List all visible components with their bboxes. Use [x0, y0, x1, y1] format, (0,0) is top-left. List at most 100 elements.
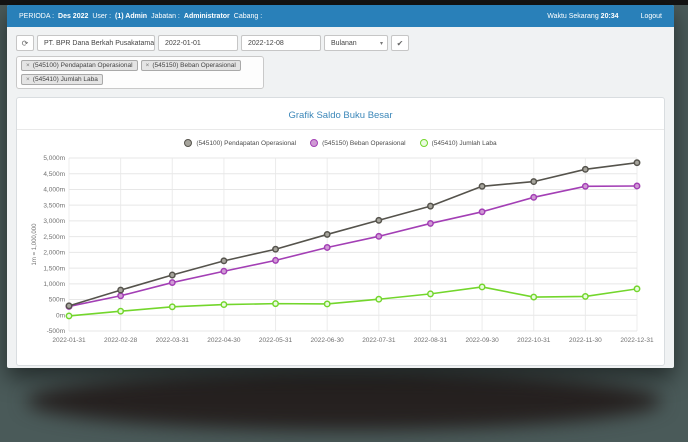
y-tick-label: -500m [47, 328, 65, 335]
data-point [323, 244, 331, 251]
remove-tag-icon[interactable]: × [145, 62, 150, 69]
data-point [220, 301, 228, 309]
data-point [323, 300, 331, 308]
chart-series [65, 159, 641, 310]
main-content: ⟳ PT. BPR Dana Berkah Pusakatama ▾ Bulan… [7, 27, 674, 368]
data-point [65, 312, 73, 320]
data-point [272, 245, 279, 253]
x-tick-label: 2022-12-31 [620, 337, 654, 344]
x-tick-label: 2022-09-30 [465, 337, 499, 344]
legend-series-marker-icon [419, 139, 428, 147]
topbar: PERIODA : Des 2022 User : (1) Admin Jaba… [7, 5, 674, 27]
remove-tag-icon[interactable]: × [26, 76, 30, 83]
data-point [581, 165, 589, 173]
legend-item: (545410) Jumlah Laba [419, 139, 497, 147]
company-select[interactable]: PT. BPR Dana Berkah Pusakatama ▾ [37, 35, 161, 51]
x-tick-label: 2022-08-31 [414, 337, 448, 344]
period-select[interactable]: Bulanan ▾ [324, 35, 388, 51]
remove-tag-icon[interactable]: × [26, 62, 30, 69]
y-tick-label: 0m [56, 312, 65, 319]
x-tick-label: 2022-01-31 [52, 337, 86, 344]
data-point [117, 286, 125, 294]
x-tick-label: 2022-04-30 [207, 337, 241, 344]
perioda-value: Des 2022 [58, 12, 89, 20]
jabatan-value: Administrator [183, 12, 230, 20]
cabang-label: Cabang : [233, 12, 263, 20]
legend-series-label: (545150) Beban Operasional [322, 139, 406, 147]
legend-series-marker-icon [310, 139, 319, 147]
data-point [117, 307, 125, 315]
chart-panel-body: (545100) Pendapatan Operasional (545150) … [17, 130, 664, 365]
window-floor-shadow [26, 372, 662, 430]
chart-series [65, 182, 641, 310]
y-tick-label: 3,000m [43, 218, 65, 225]
data-point [427, 290, 434, 298]
clock-label: Waktu Sekarang [547, 12, 599, 20]
x-tick-label: 2022-05-31 [259, 337, 293, 344]
filter-tag: × (545410) Jumlah Laba [21, 74, 103, 85]
user-value: (1) Admin [115, 12, 148, 20]
data-point [220, 267, 228, 275]
y-tick-label: 500m [49, 297, 65, 304]
y-tick-label: 2,500m [43, 234, 65, 241]
filter-tag-label: (545150) Beban Operasional [152, 62, 236, 69]
filter-toolbar: ⟳ PT. BPR Dana Berkah Pusakatama ▾ Bulan… [16, 35, 665, 51]
x-tick-label: 2022-07-31 [362, 337, 396, 344]
data-point [633, 182, 641, 190]
y-tick-label: 5,000m [43, 155, 65, 162]
filter-tag: × (545150) Beban Operasional [140, 60, 241, 71]
date-to-input[interactable] [241, 35, 321, 51]
series-line [68, 185, 638, 308]
filter-tag: × (545100) Pendapatan Operasional [21, 60, 138, 71]
refresh-icon: ⟳ [21, 38, 29, 48]
account-tags-box[interactable]: × (545100) Pendapatan Operasional × (545150… [16, 56, 264, 89]
series-line [68, 161, 638, 307]
x-tick-label: 2022-11-30 [569, 337, 602, 344]
data-point [375, 216, 383, 224]
legend-series-label: (545100) Pendapatan Operasional [196, 139, 297, 147]
backdrop-top-strip [0, 0, 688, 5]
app-window: PERIODA : Des 2022 User : (1) Admin Jaba… [7, 5, 674, 368]
data-point [168, 271, 176, 279]
legend-item: (545150) Beban Operasional [310, 139, 406, 147]
data-point [530, 293, 538, 301]
data-point [427, 202, 434, 210]
data-point [633, 285, 641, 293]
data-point [427, 219, 434, 227]
period-select-value: Bulanan [331, 39, 357, 47]
data-point [478, 283, 486, 291]
data-point [478, 182, 486, 190]
data-point [220, 257, 228, 265]
data-point [530, 178, 538, 186]
legend-series-label: (545410) Jumlah Laba [431, 139, 497, 147]
filter-tag-label: (545100) Pendapatan Operasional [32, 62, 133, 69]
legend-series-marker-icon [184, 139, 193, 147]
y-tick-label: 1,500m [43, 265, 65, 272]
balance-chart: 2022-01-31 2022-02-28 2022-03-31 2022-04-30… [32, 155, 654, 344]
user-label: User : [92, 12, 112, 20]
logout-link[interactable]: Logout [640, 12, 662, 20]
refresh-button[interactable]: ⟳ [16, 35, 34, 51]
apply-button[interactable]: ✔ [391, 35, 409, 51]
data-point [272, 300, 279, 308]
y-tick-label: 4,500m [43, 171, 65, 178]
perioda-label: PERIODA : [19, 12, 55, 20]
chart-series [65, 283, 641, 320]
check-icon: ✔ [396, 38, 404, 48]
x-tick-label: 2022-10-31 [517, 337, 551, 344]
data-point [65, 302, 73, 310]
legend-item: (545100) Pendapatan Operasional [184, 139, 296, 147]
y-axis-title: 1m = 1,000,000 [32, 223, 38, 266]
y-tick-label: 1,000m [43, 281, 65, 288]
panel-title: Grafik Saldo Buku Besar [288, 110, 393, 121]
chart-panel-header: Grafik Saldo Buku Besar [17, 98, 664, 130]
x-tick-label: 2022-06-30 [311, 337, 345, 344]
data-point [168, 279, 176, 287]
data-point [581, 292, 589, 300]
data-point [633, 159, 641, 167]
chevron-down-icon: ▾ [379, 40, 383, 47]
date-from-input[interactable] [158, 35, 238, 51]
y-tick-label: 3,500m [43, 202, 65, 209]
clock-value: 20:34 [600, 12, 619, 20]
chart-legend: (545100) Pendapatan Operasional (545150) … [27, 139, 654, 147]
